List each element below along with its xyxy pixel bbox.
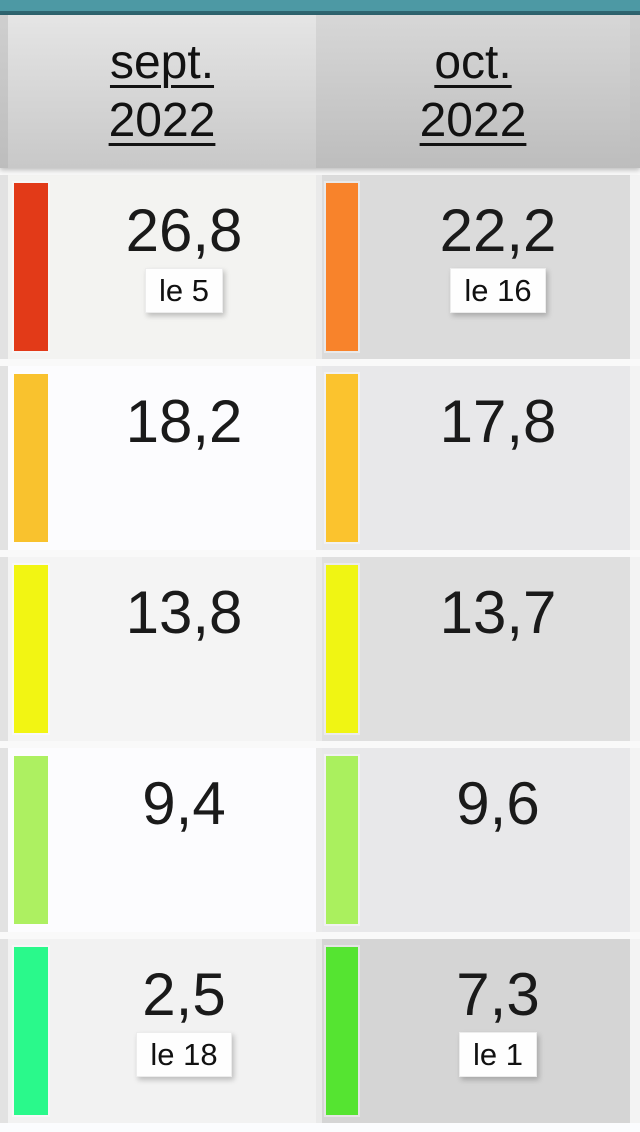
year-label: 2022	[108, 93, 216, 147]
temperature-value: 9,6	[456, 770, 540, 837]
bottom-edge-strip	[0, 1123, 640, 1132]
month-label: oct.	[434, 35, 512, 89]
right-edge-strip	[630, 366, 640, 550]
table-cell: 18,2	[8, 366, 316, 550]
temperature-color-bar	[326, 947, 358, 1115]
temperature-value: 9,4	[142, 770, 226, 837]
temperature-color-bar	[14, 565, 48, 733]
left-edge-strip	[0, 939, 8, 1123]
left-edge-strip	[0, 175, 8, 359]
column-header-sept-2022[interactable]: sept. 2022	[8, 15, 316, 168]
temperature-color-bar	[326, 565, 358, 733]
table-cell: 17,8	[322, 366, 630, 550]
temperature-color-bar	[326, 183, 358, 351]
table-cell: 26,8 le 5	[8, 175, 316, 359]
left-edge-strip	[0, 748, 8, 932]
row-divider	[0, 741, 640, 748]
table-cell: 13,8	[8, 557, 316, 741]
temperature-value: 2,5	[142, 961, 226, 1028]
left-edge-strip	[0, 557, 8, 741]
date-badge: le 5	[145, 268, 223, 313]
temperature-color-bar	[326, 374, 358, 542]
date-badge: le 18	[136, 1032, 232, 1077]
top-divider-bar	[0, 0, 640, 15]
column-gap	[316, 748, 322, 932]
temperature-value: 22,2	[439, 197, 557, 264]
temperature-value: 7,3	[456, 961, 540, 1028]
column-header-oct-2022[interactable]: oct. 2022	[316, 15, 630, 168]
column-gap	[316, 366, 322, 550]
table-row: 26,8 le 5 22,2 le 16	[0, 168, 640, 359]
table-cell: 13,7	[322, 557, 630, 741]
temperature-color-bar	[14, 947, 48, 1115]
table-cell: 7,3 le 1	[322, 939, 630, 1123]
column-gap	[316, 175, 322, 359]
right-edge-strip	[630, 748, 640, 932]
temperature-color-bar	[14, 374, 48, 542]
temperature-value: 13,7	[439, 579, 557, 646]
column-gap	[316, 557, 322, 741]
table-row: 2,5 le 18 7,3 le 1	[0, 932, 640, 1123]
temperature-value: 17,8	[439, 388, 557, 455]
temperature-color-bar	[14, 183, 48, 351]
column-gap	[316, 939, 322, 1123]
table-cell: 22,2 le 16	[322, 175, 630, 359]
right-edge-strip	[630, 175, 640, 359]
row-divider	[0, 168, 640, 175]
month-label: sept.	[109, 35, 215, 89]
table-row: 13,8 13,7	[0, 550, 640, 741]
table-cell: 9,6	[322, 748, 630, 932]
right-edge-strip	[630, 557, 640, 741]
temperature-value: 13,8	[125, 579, 243, 646]
year-label: 2022	[419, 93, 527, 147]
table-row: 18,2 17,8	[0, 359, 640, 550]
temperature-value: 18,2	[125, 388, 243, 455]
table-header: sept. 2022 oct. 2022	[0, 15, 640, 168]
right-edge-strip	[630, 939, 640, 1123]
row-divider	[0, 359, 640, 366]
date-badge: le 1	[459, 1032, 537, 1077]
table-row: 9,4 9,6	[0, 741, 640, 932]
table-cell: 2,5 le 18	[8, 939, 316, 1123]
left-edge-strip	[0, 366, 8, 550]
row-divider	[0, 550, 640, 557]
temperature-color-bar	[326, 756, 358, 924]
row-divider	[0, 932, 640, 939]
temperature-value: 26,8	[125, 197, 243, 264]
date-badge: le 16	[450, 268, 546, 313]
temperature-color-bar	[14, 756, 48, 924]
table-body: 26,8 le 5 22,2 le 16	[0, 168, 640, 1123]
table-cell: 9,4	[8, 748, 316, 932]
